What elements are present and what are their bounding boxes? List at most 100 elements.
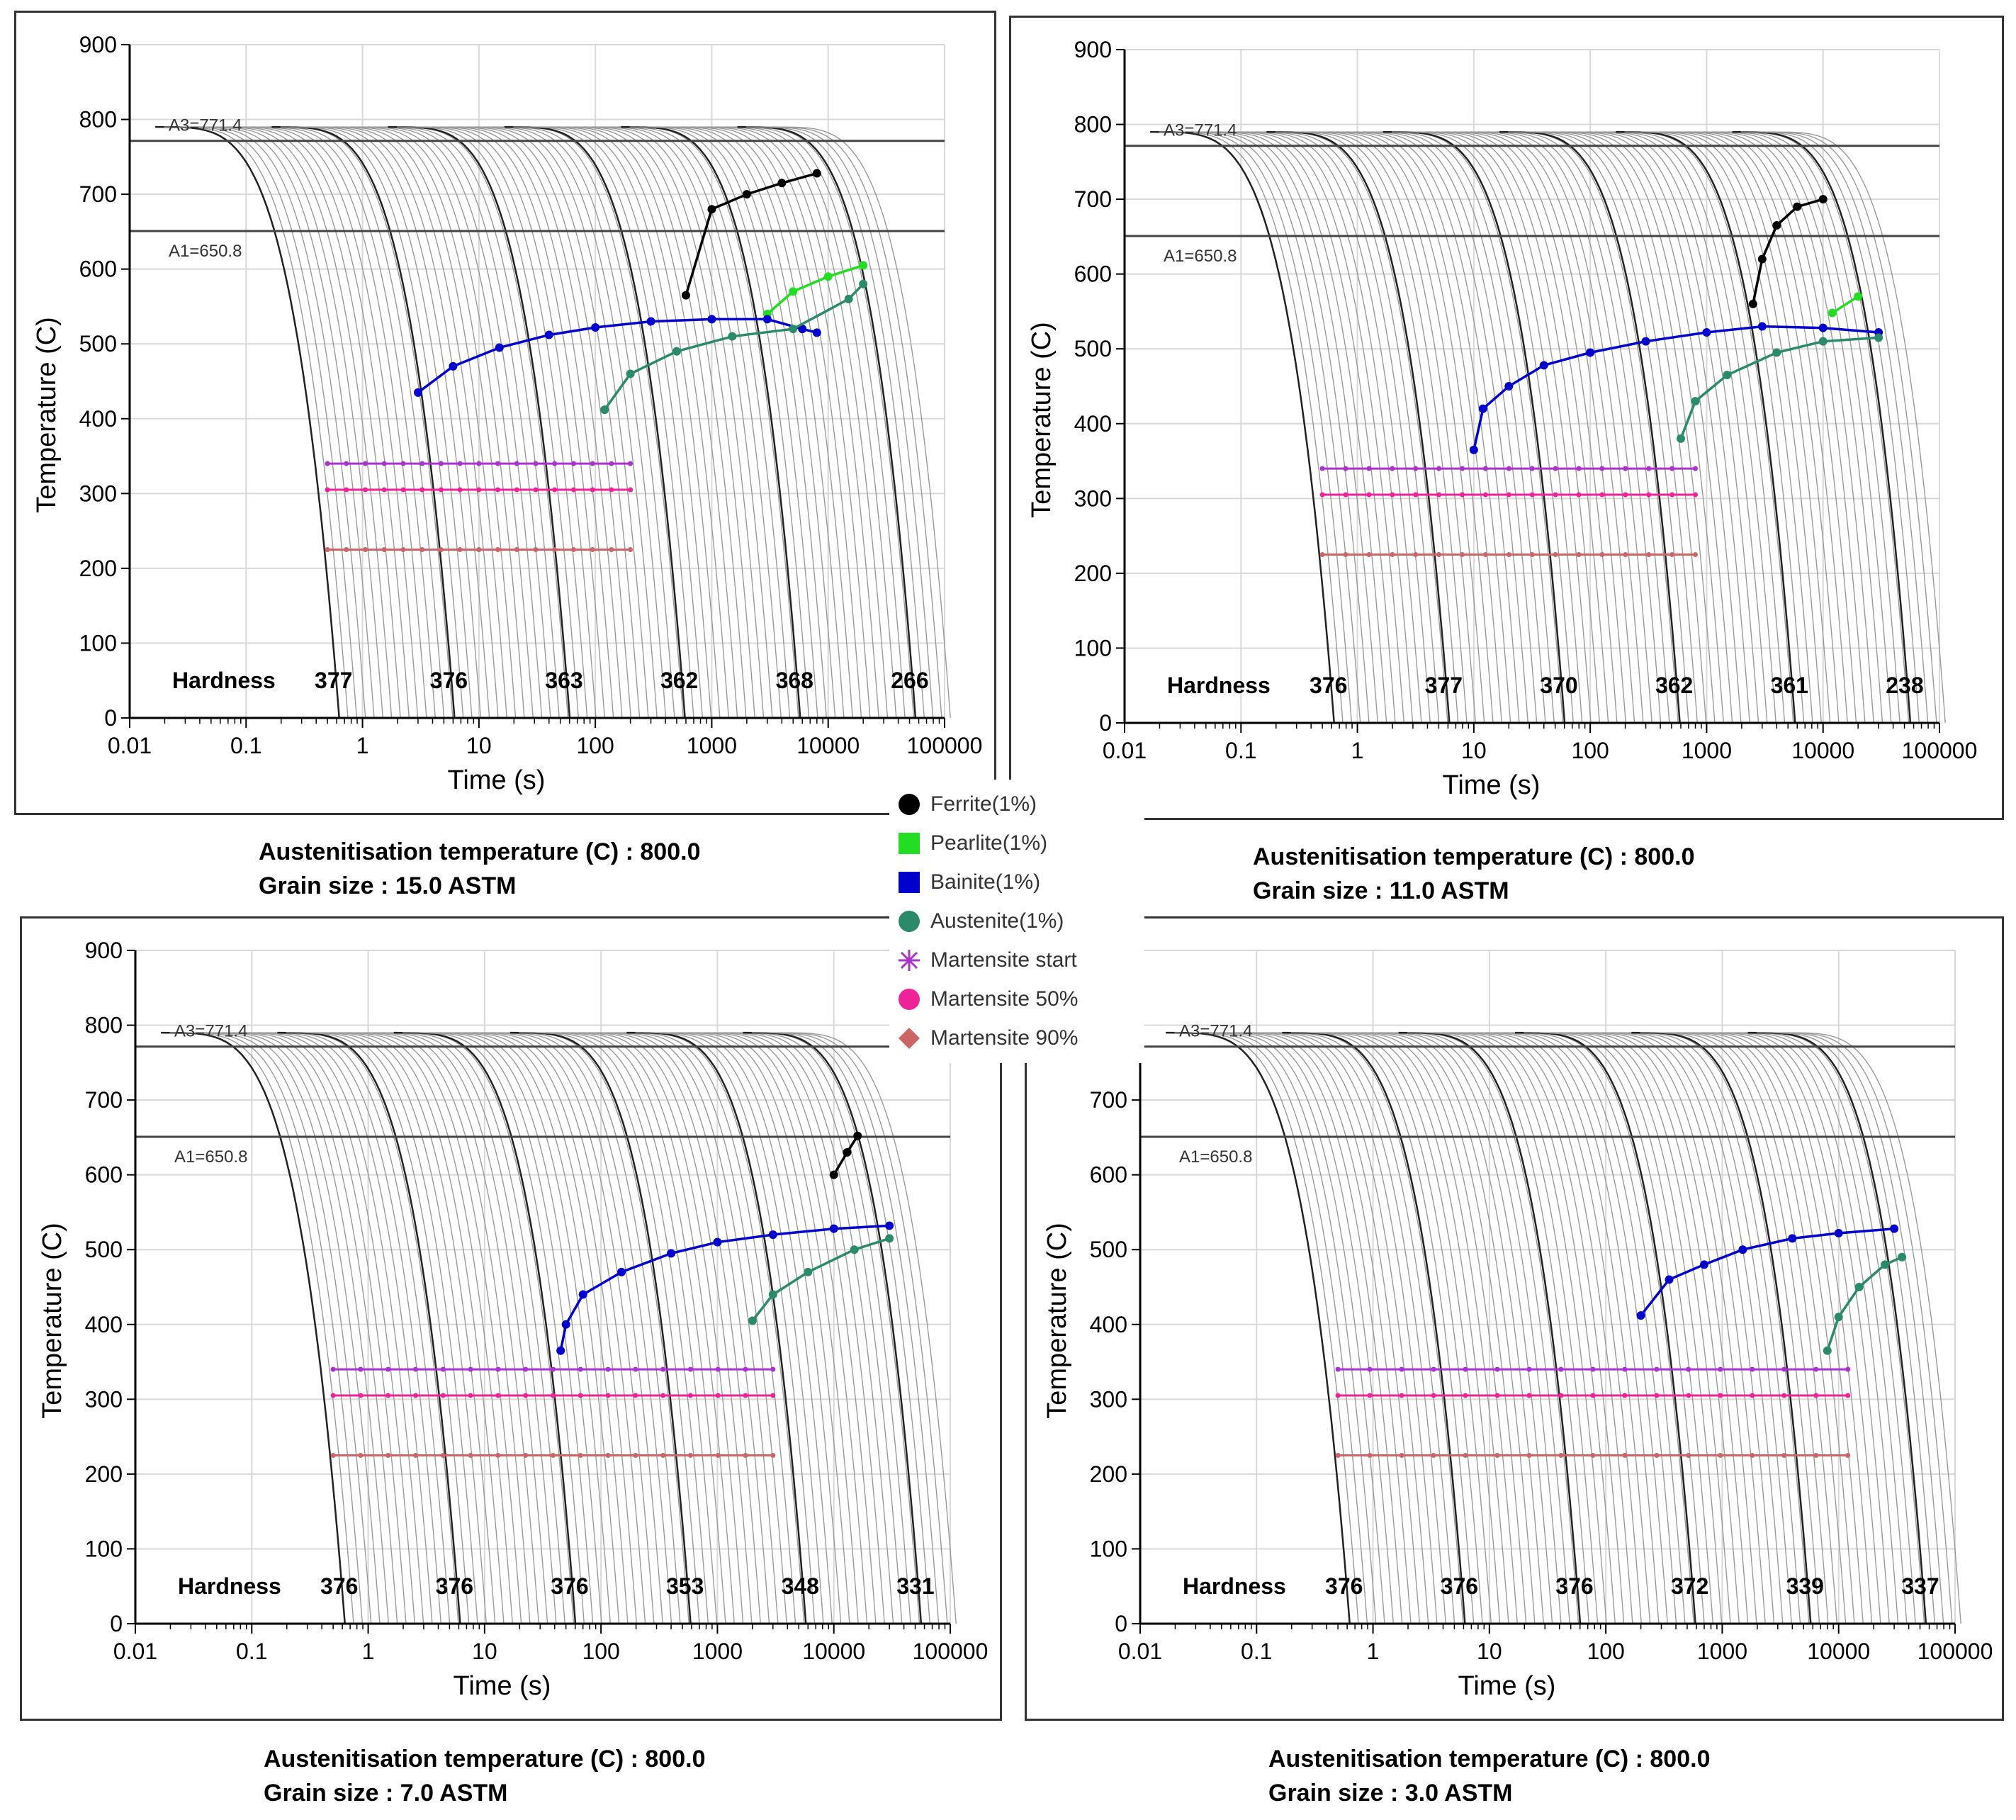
cooling-curve <box>716 126 897 719</box>
martensite-90-line-marker <box>660 1453 666 1458</box>
cooling-curve <box>1745 1032 1925 1624</box>
ferrite-data-point <box>1757 254 1767 264</box>
cooling-curve <box>1774 1032 1953 1624</box>
cooling-curve <box>1167 131 1353 724</box>
austenite-data-point <box>885 1234 894 1243</box>
cooling-curve <box>405 126 588 719</box>
austenite-data-point <box>1898 1252 1907 1262</box>
martensite-start-line-marker <box>1390 466 1395 471</box>
cooling-curve <box>1532 1032 1713 1624</box>
cooling-curve <box>251 126 436 719</box>
cooling-curve <box>1228 131 1414 724</box>
cooling-curve <box>696 1032 877 1624</box>
martensite-50-line-marker <box>1319 492 1325 498</box>
cooling-curve <box>286 1032 470 1624</box>
martensite-start-line-marker <box>1319 466 1325 471</box>
cooling-curve <box>655 126 836 719</box>
cooling-curve <box>169 1032 354 1624</box>
grain-size-text: Grain size : 3.0 ASTM <box>1268 1780 1513 1807</box>
y-axis-label: Temperature (C) <box>38 1223 67 1419</box>
y-tick-label: 100 <box>85 1536 123 1561</box>
y-tick-label: 200 <box>79 556 117 581</box>
cooling-curve <box>1380 131 1564 724</box>
cooling-curve <box>714 1032 894 1624</box>
cooling-curve <box>1525 131 1707 724</box>
x-tick-label: 100 <box>1587 1639 1624 1664</box>
martensite-start-line-marker <box>743 1366 748 1372</box>
ferrite-data-point <box>1748 299 1757 308</box>
cooling-curve <box>1409 131 1592 724</box>
hardness-value: 362 <box>1655 673 1693 698</box>
ferrite-data-point <box>1772 221 1781 230</box>
martensite-start-line-marker <box>1654 1366 1660 1372</box>
cooling-curve <box>1648 1032 1829 1624</box>
cooling-curve <box>597 1032 779 1624</box>
x-tick-label: 10 <box>1461 738 1487 763</box>
cooling-curve <box>155 125 340 719</box>
cooling-curve <box>737 125 917 719</box>
cooling-curve <box>1345 131 1528 724</box>
bainite-data-point <box>667 1249 676 1258</box>
hardness-value: 238 <box>1886 673 1923 698</box>
martensite-50-line-marker <box>605 1393 611 1398</box>
martensite-50-line-marker <box>1558 1393 1564 1398</box>
cooling-curve <box>1433 1032 1616 1624</box>
x-tick-label: 10000 <box>796 733 860 758</box>
martensite-90-line-marker <box>770 1453 776 1458</box>
cooling-curve <box>1185 131 1370 724</box>
cooling-curve <box>1747 1031 1927 1624</box>
cooling-curve <box>484 126 667 719</box>
cooling-curve <box>265 1032 451 1624</box>
cooling-curve <box>1604 131 1786 724</box>
martensite-50-line-marker <box>330 1393 336 1398</box>
martensite-50-line-marker <box>1526 1393 1532 1398</box>
bainite-data-point <box>713 1237 722 1247</box>
cooling-curve <box>614 1032 796 1624</box>
x-axis-label: Time (s) <box>454 1671 551 1701</box>
bainite-curve <box>559 1224 890 1352</box>
cooling-curve <box>530 126 712 719</box>
martensite-start-line-marker <box>363 461 368 466</box>
martensite-50-line-marker <box>1576 492 1582 498</box>
cooling-curve <box>181 126 366 719</box>
y-tick-label: 0 <box>1115 1611 1127 1636</box>
martensite-50-line-marker <box>687 1393 693 1398</box>
hardness-label: Hardness <box>178 1573 281 1599</box>
cooling-curve <box>388 125 571 719</box>
martensite-start-line-marker <box>344 461 349 466</box>
cooling-curve <box>1560 131 1742 724</box>
y-tick-label: 100 <box>79 630 117 656</box>
cooling-curve <box>1453 131 1635 724</box>
cooling-curve <box>1668 131 1848 724</box>
cooling-curve <box>1317 1032 1501 1624</box>
bainite-data-point <box>617 1267 626 1276</box>
cooling-curve <box>373 1032 557 1624</box>
bainite-data-point <box>1834 1229 1843 1237</box>
caption-grain-7: Austenitisation temperature (C) : 800.0 … <box>264 1742 705 1810</box>
hardness-value: 368 <box>776 668 813 693</box>
martensite-90-line-marker <box>468 1453 473 1458</box>
cooling-curve <box>522 126 703 719</box>
hardness-value: 353 <box>666 1573 704 1599</box>
cooling-curve <box>1541 1032 1723 1624</box>
martensite-50-line-marker <box>552 487 558 493</box>
cooling-curve <box>1567 1032 1749 1624</box>
martensite-50-line-marker <box>633 1393 638 1398</box>
cooling-curve <box>1659 131 1840 724</box>
bainite-data-point <box>707 315 716 324</box>
cooling-curve <box>428 1032 611 1624</box>
x-tick-label: 1000 <box>687 733 737 758</box>
caption-grain-3: Austenitisation temperature (C) : 800.0 … <box>1268 1742 1710 1810</box>
martensite-start-line-marker <box>1335 1366 1341 1372</box>
martensite-50-line-marker <box>1390 492 1395 498</box>
hardness-value: 372 <box>1671 1573 1708 1599</box>
y-tick-label: 200 <box>85 1461 123 1487</box>
cooling-curve <box>527 1032 709 1624</box>
cooling-curve <box>1461 131 1644 724</box>
martensite-start-line-marker <box>1436 466 1442 471</box>
cooling-curve <box>539 126 721 719</box>
cooling-curve <box>1677 131 1857 724</box>
cooling-curve <box>673 126 853 719</box>
cooling-curve <box>501 126 684 719</box>
martensite-start-line-marker <box>1599 466 1605 471</box>
